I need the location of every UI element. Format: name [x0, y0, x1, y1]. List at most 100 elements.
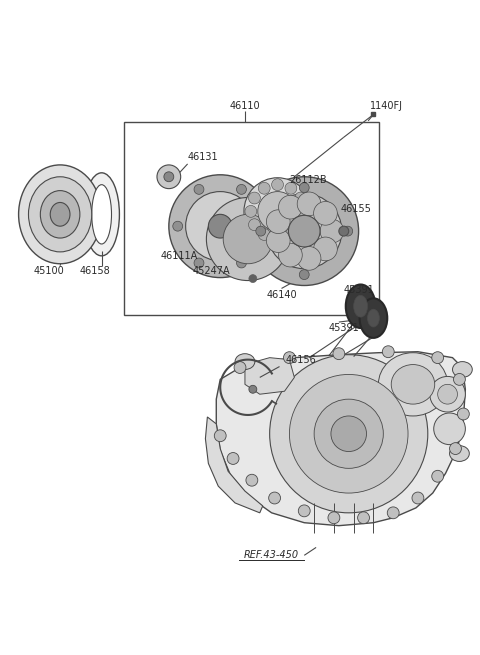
Ellipse shape: [84, 173, 120, 256]
Ellipse shape: [157, 165, 180, 189]
Ellipse shape: [438, 384, 457, 404]
Ellipse shape: [245, 206, 257, 217]
Ellipse shape: [234, 362, 246, 373]
Ellipse shape: [40, 191, 80, 238]
Ellipse shape: [368, 309, 379, 327]
Ellipse shape: [339, 226, 349, 236]
Ellipse shape: [454, 373, 466, 385]
Ellipse shape: [300, 183, 309, 193]
Ellipse shape: [360, 298, 387, 338]
Ellipse shape: [194, 185, 204, 195]
Ellipse shape: [383, 346, 394, 358]
Ellipse shape: [430, 377, 466, 412]
Ellipse shape: [298, 206, 310, 217]
Ellipse shape: [258, 182, 270, 194]
Ellipse shape: [250, 177, 359, 286]
Ellipse shape: [298, 505, 310, 517]
Ellipse shape: [313, 202, 337, 225]
Text: REF.43-450: REF.43-450: [244, 550, 299, 560]
Ellipse shape: [331, 416, 367, 451]
Ellipse shape: [333, 348, 345, 360]
Text: 46131: 46131: [188, 152, 218, 162]
Ellipse shape: [300, 270, 309, 280]
Polygon shape: [245, 358, 294, 394]
Ellipse shape: [270, 354, 428, 513]
Ellipse shape: [237, 185, 246, 195]
Ellipse shape: [432, 352, 444, 364]
Ellipse shape: [457, 408, 469, 420]
Text: 45247A: 45247A: [192, 266, 230, 276]
Ellipse shape: [266, 210, 290, 234]
Ellipse shape: [272, 179, 284, 191]
Ellipse shape: [249, 219, 260, 231]
Text: 46158: 46158: [79, 266, 110, 276]
Ellipse shape: [412, 492, 424, 504]
Ellipse shape: [227, 453, 239, 464]
Ellipse shape: [289, 375, 408, 493]
Ellipse shape: [295, 219, 307, 231]
Ellipse shape: [244, 178, 311, 245]
Ellipse shape: [378, 352, 447, 416]
Text: 46156: 46156: [286, 354, 317, 365]
Ellipse shape: [450, 443, 461, 455]
Ellipse shape: [256, 226, 266, 236]
Polygon shape: [216, 352, 466, 526]
Ellipse shape: [92, 185, 111, 244]
Ellipse shape: [258, 192, 297, 231]
Ellipse shape: [343, 226, 353, 236]
Ellipse shape: [173, 221, 183, 231]
Ellipse shape: [295, 192, 307, 204]
Ellipse shape: [267, 194, 342, 269]
Ellipse shape: [432, 470, 444, 482]
Ellipse shape: [164, 172, 174, 181]
Ellipse shape: [387, 507, 399, 519]
Ellipse shape: [297, 246, 321, 271]
Text: 45391: 45391: [344, 286, 374, 295]
Bar: [124, 122, 379, 315]
Ellipse shape: [258, 221, 268, 231]
Ellipse shape: [246, 474, 258, 486]
Ellipse shape: [50, 202, 70, 226]
Text: 26112B: 26112B: [289, 175, 327, 185]
Ellipse shape: [320, 219, 344, 243]
Text: 1140FJ: 1140FJ: [370, 101, 403, 111]
Ellipse shape: [285, 182, 297, 194]
Ellipse shape: [278, 243, 302, 267]
Text: 46110: 46110: [229, 101, 260, 111]
Ellipse shape: [169, 175, 272, 278]
Ellipse shape: [269, 492, 280, 504]
Ellipse shape: [206, 198, 289, 280]
Text: 46111A: 46111A: [161, 251, 198, 261]
Text: 45391: 45391: [329, 323, 360, 333]
Text: 46155: 46155: [341, 204, 372, 214]
Ellipse shape: [278, 195, 302, 219]
Ellipse shape: [314, 399, 384, 468]
Ellipse shape: [258, 229, 270, 240]
Ellipse shape: [266, 229, 290, 252]
Polygon shape: [205, 417, 263, 513]
Ellipse shape: [194, 258, 204, 268]
Ellipse shape: [346, 284, 375, 328]
Ellipse shape: [313, 237, 337, 261]
Ellipse shape: [284, 352, 295, 364]
Ellipse shape: [354, 295, 368, 317]
Ellipse shape: [28, 177, 92, 252]
Ellipse shape: [208, 214, 232, 238]
Ellipse shape: [249, 385, 257, 393]
Ellipse shape: [223, 214, 273, 264]
Ellipse shape: [237, 258, 246, 268]
Ellipse shape: [186, 192, 255, 261]
Ellipse shape: [235, 354, 255, 369]
Ellipse shape: [249, 192, 260, 204]
Ellipse shape: [391, 365, 435, 404]
Ellipse shape: [288, 215, 320, 247]
Ellipse shape: [285, 229, 297, 240]
Ellipse shape: [249, 274, 257, 282]
Ellipse shape: [19, 165, 102, 264]
Ellipse shape: [272, 232, 284, 244]
Ellipse shape: [453, 362, 472, 377]
Ellipse shape: [434, 413, 466, 445]
Text: 46140: 46140: [266, 290, 297, 301]
Ellipse shape: [450, 445, 469, 461]
Text: 45100: 45100: [34, 266, 65, 276]
